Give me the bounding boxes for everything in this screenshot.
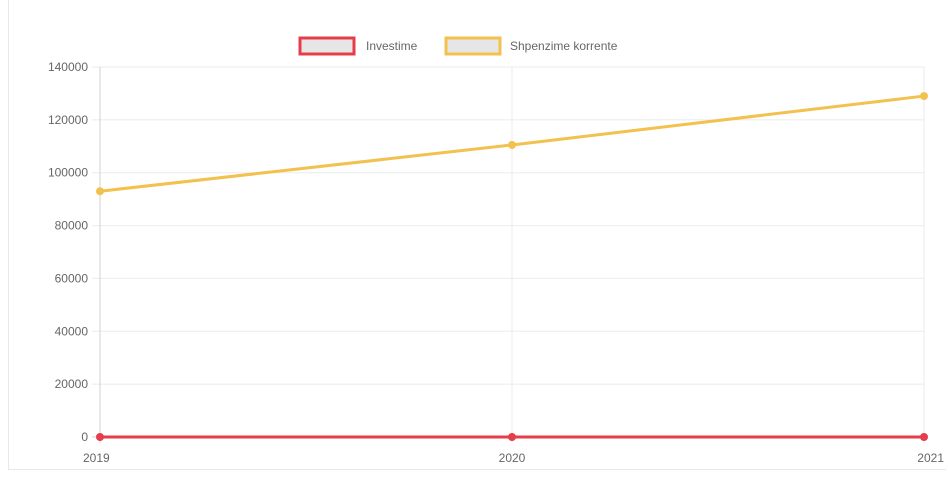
- y-tick-label: 120000: [48, 113, 88, 127]
- x-tick-label: 2019: [83, 451, 110, 465]
- legend[interactable]: Investime Shpenzime korrente: [298, 36, 618, 56]
- legend-swatch: [444, 36, 502, 56]
- legend-item[interactable]: Investime: [298, 36, 418, 56]
- y-axis-ticks: 0 20000 40000 60000 80000 100000 120000 140000: [48, 60, 88, 444]
- legend-label: Shpenzime korrente: [510, 39, 618, 53]
- legend-item[interactable]: Shpenzime korrente: [444, 36, 618, 56]
- x-tick-label: 2020: [499, 451, 526, 465]
- y-tick-label: 140000: [48, 60, 88, 74]
- y-tick-label: 40000: [55, 324, 89, 338]
- y-tick-label: 80000: [55, 219, 89, 233]
- x-tick-label: 2021: [917, 451, 944, 465]
- chart-frame: [8, 0, 946, 470]
- data-point: [508, 433, 516, 441]
- legend-swatch: [298, 36, 356, 56]
- data-point: [920, 433, 928, 441]
- data-point: [96, 187, 104, 196]
- grid-lines: [92, 66, 925, 443]
- data-point: [96, 433, 104, 441]
- data-point: [508, 140, 516, 149]
- legend-label: Investime: [366, 39, 418, 53]
- series-lines: [96, 92, 928, 441]
- y-tick-label: 0: [81, 430, 88, 444]
- y-tick-label: 20000: [55, 377, 89, 391]
- y-tick-label: 60000: [55, 271, 89, 285]
- y-tick-label: 100000: [48, 166, 88, 180]
- x-axis-ticks: 2019 2020 2021: [83, 451, 944, 465]
- data-point: [920, 92, 928, 101]
